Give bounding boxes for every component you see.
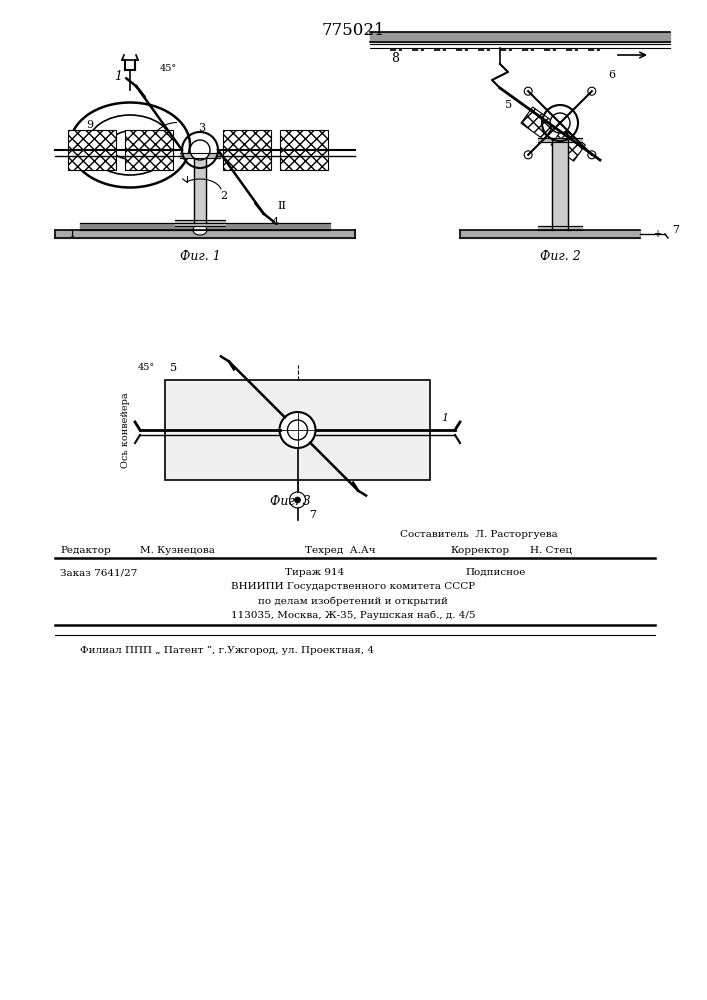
Text: Н. Стец: Н. Стец [530,546,572,555]
Text: 7: 7 [310,510,317,520]
Text: 1: 1 [441,413,448,423]
Circle shape [524,151,532,159]
Text: 1: 1 [115,70,122,83]
Text: Тираж 914: Тираж 914 [285,568,344,577]
Text: Ось конвейера: Ось конвейера [120,392,129,468]
Circle shape [550,113,570,133]
Bar [223,130,271,170]
Text: 2: 2 [220,191,227,201]
Circle shape [588,151,596,159]
Text: II: II [277,201,286,211]
Text: Корректор: Корректор [450,546,509,555]
Circle shape [524,87,532,95]
Ellipse shape [193,225,207,235]
Text: по делам изобретений и открытий: по делам изобретений и открытий [258,596,448,605]
Text: Фиг. 1: Фиг. 1 [180,250,221,263]
Text: Редактор: Редактор [60,546,111,555]
Text: Составитель  Л. Расторгуева: Составитель Л. Расторгуева [400,530,558,539]
Text: Техред  А.Ач: Техред А.Ач [305,546,375,555]
Circle shape [279,412,315,448]
Text: 9: 9 [86,120,93,130]
Text: 113035, Москва, Ж-35, Раушская наб., д. 4/5: 113035, Москва, Ж-35, Раушская наб., д. … [230,610,475,619]
Bar [521,107,556,140]
Text: М. Кузнецова: М. Кузнецова [140,546,215,555]
Text: 7: 7 [672,225,679,235]
Text: 4: 4 [272,217,279,227]
Ellipse shape [190,140,210,160]
Bar [165,380,430,480]
Bar [68,130,116,170]
Bar [280,130,328,170]
Text: Заказ 7641/27: Заказ 7641/27 [60,568,137,577]
Text: 1: 1 [69,229,76,239]
Text: 5: 5 [170,363,177,373]
Text: 6: 6 [608,70,615,80]
Text: 5: 5 [505,100,512,110]
Circle shape [588,87,596,95]
Circle shape [288,420,308,440]
Text: 45°: 45° [160,64,177,73]
Bar [125,130,173,170]
Text: Подписное: Подписное [465,568,525,577]
Circle shape [295,497,300,503]
Circle shape [289,492,305,508]
Text: +: + [653,229,661,239]
Text: 8: 8 [391,52,399,65]
Text: 775021: 775021 [321,22,385,39]
Text: Фиг. 2: Фиг. 2 [539,250,580,263]
Text: ВНИИПИ Государственного комитета СССР: ВНИИПИ Государственного комитета СССР [231,582,475,591]
Text: 45°: 45° [138,363,155,372]
Text: 3: 3 [199,123,206,133]
Bar [551,129,585,161]
Text: Филиал ППП „ Патент “, г.Ужгород, ул. Проектная, 4: Филиал ППП „ Патент “, г.Ужгород, ул. Пр… [80,646,374,655]
Text: Фиг. 3: Фиг. 3 [269,495,310,508]
